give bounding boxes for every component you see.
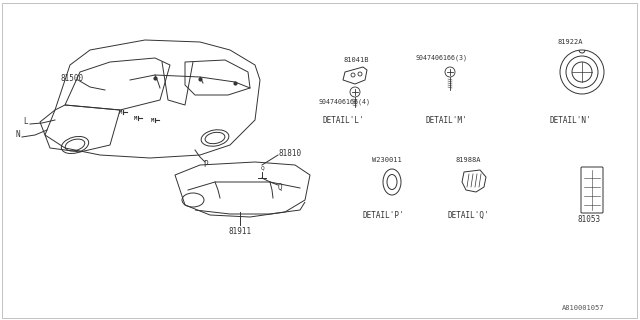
Text: 81053: 81053	[577, 215, 600, 225]
Text: S047406166(4): S047406166(4)	[318, 99, 370, 105]
Text: M: M	[150, 117, 154, 123]
Text: 81500: 81500	[60, 74, 83, 83]
Text: S047406166(3): S047406166(3)	[415, 55, 467, 61]
Text: M: M	[133, 116, 136, 121]
Text: DETAIL'Q': DETAIL'Q'	[447, 211, 488, 220]
Text: L: L	[23, 116, 28, 125]
Text: DETAIL'P': DETAIL'P'	[362, 211, 404, 220]
Text: A810001057: A810001057	[562, 305, 605, 311]
Text: DETAIL'M': DETAIL'M'	[425, 116, 467, 124]
Text: 81988A: 81988A	[455, 157, 481, 163]
Text: M: M	[118, 109, 122, 115]
Text: Q: Q	[260, 165, 264, 171]
Text: Q: Q	[278, 182, 283, 191]
Text: DETAIL'L': DETAIL'L'	[322, 116, 364, 124]
Text: 81041B: 81041B	[343, 57, 369, 63]
Text: P: P	[203, 159, 207, 169]
Text: W230011: W230011	[372, 157, 402, 163]
Text: 81810: 81810	[278, 148, 301, 157]
Text: 81911: 81911	[228, 228, 251, 236]
Text: N: N	[15, 130, 20, 139]
Text: 81922A: 81922A	[558, 39, 584, 45]
Text: DETAIL'N': DETAIL'N'	[550, 116, 591, 124]
